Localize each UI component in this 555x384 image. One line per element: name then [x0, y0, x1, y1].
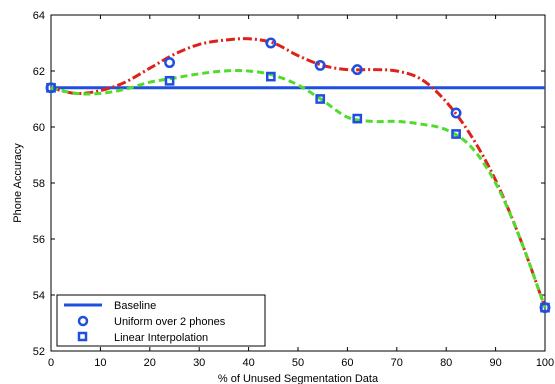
uniform-point	[351, 64, 363, 76]
x-tick-label: 70	[391, 357, 403, 369]
x-tick-label: 80	[440, 357, 452, 369]
linear-interpolation-point	[164, 75, 175, 86]
y-tick-label: 54	[33, 290, 45, 302]
y-tick-label: 62	[33, 66, 45, 78]
x-tick-label: 0	[48, 357, 54, 369]
linear-interpolation-point	[540, 302, 550, 313]
uniform-point	[314, 59, 326, 71]
x-tick-label: 50	[292, 357, 304, 369]
uniform-point	[265, 37, 277, 49]
y-tick-label: 52	[33, 346, 45, 358]
y-tick-label: 60	[33, 122, 45, 134]
uniform-point	[164, 57, 176, 69]
linear-interpolation-point	[451, 129, 461, 139]
x-tick-label: 30	[193, 357, 205, 369]
legend-uniform-marker	[77, 315, 89, 327]
x-tick-label: 10	[94, 357, 106, 369]
x-tick-label: 40	[242, 357, 254, 369]
x-tick-label: 60	[341, 357, 353, 369]
linear-interpolation-curve	[50, 69, 547, 309]
x-axis-label: % of Unused Segmentation Data	[218, 373, 379, 384]
linear-interpolation-point	[265, 71, 276, 82]
legend-baseline-label: Baseline	[114, 300, 156, 312]
legend-linear-label: Linear Interpolation	[114, 332, 208, 344]
linear-interpolation-point	[315, 94, 326, 104]
y-tick-label: 64	[33, 10, 45, 22]
marker-layer	[45, 37, 551, 314]
y-tick-label: 58	[33, 178, 45, 190]
x-tick-label: 100	[536, 357, 554, 369]
x-tick-label: 20	[144, 357, 156, 369]
x-tick-label: 90	[489, 357, 501, 369]
uniform-curve	[50, 37, 547, 309]
legend: Baseline Uniform over 2 phones Linear In…	[56, 294, 266, 347]
y-axis-label: Phone Accuracy	[12, 143, 24, 223]
linear-interpolation-point	[352, 113, 363, 124]
y-tick-label: 56	[33, 234, 45, 246]
series-layer	[50, 37, 547, 309]
linear-interpolation-point	[46, 82, 56, 93]
legend-linear-marker	[77, 331, 88, 342]
legend-uniform-label: Uniform over 2 phones	[114, 316, 226, 328]
axis-ticks: 0 10 20 30 40 50 60 70 80 90 100 52 54 56 58 60 62 64	[33, 10, 554, 369]
uniform-point	[450, 107, 462, 119]
